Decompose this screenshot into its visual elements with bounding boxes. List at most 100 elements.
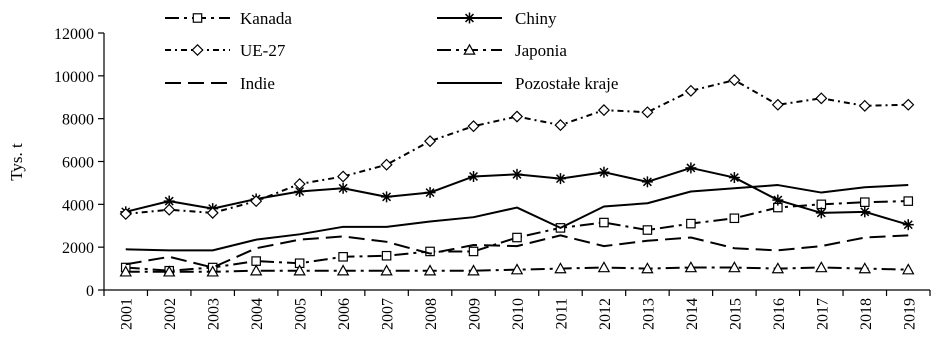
- y-tick-label: 6000: [62, 155, 94, 172]
- data-point: [381, 191, 393, 203]
- data-point: [119, 265, 132, 277]
- legend-item: Indie: [165, 74, 275, 93]
- data-point: [510, 110, 524, 123]
- x-tick-label: 2013: [640, 298, 657, 330]
- data-point: [381, 250, 392, 261]
- data-point: [380, 264, 393, 276]
- data-point: [554, 173, 566, 185]
- data-point: [771, 98, 784, 111]
- data-point: [728, 261, 741, 273]
- legend-label: Indie: [240, 74, 275, 93]
- x-tick-label: 2016: [771, 298, 788, 330]
- data-point: [554, 262, 567, 274]
- data-point: [511, 168, 523, 180]
- data-point: [642, 225, 653, 235]
- data-point: [858, 99, 871, 112]
- data-point: [338, 252, 348, 262]
- y-tick-label: 4000: [62, 197, 94, 214]
- data-point: [771, 262, 785, 274]
- series-line: [125, 79, 909, 215]
- data-point: [858, 262, 872, 274]
- series-ue-27: [119, 74, 915, 221]
- data-point: [293, 264, 306, 276]
- data-point: [685, 162, 697, 174]
- legend-label: Chiny: [515, 9, 557, 28]
- data-point: [336, 264, 350, 276]
- data-point: [293, 177, 306, 191]
- x-tick-label: 2003: [206, 298, 223, 330]
- x-tick-label: 2004: [249, 298, 266, 330]
- data-point: [512, 232, 522, 243]
- data-point: [641, 176, 653, 188]
- legend-item: UE-27: [165, 41, 286, 60]
- legend-item: Japonia: [437, 41, 567, 60]
- data-point: [510, 263, 524, 275]
- data-point: [424, 135, 437, 148]
- data-point: [463, 43, 476, 55]
- y-tick-label: 8000: [62, 112, 94, 129]
- x-tick-label: 2014: [684, 298, 701, 330]
- y-axis-title: Tys. t: [7, 143, 26, 181]
- data-point: [424, 187, 436, 199]
- y-tick-label: 10000: [54, 69, 94, 86]
- legend-label: Japonia: [515, 41, 567, 60]
- y-ticks: 0 2000 4000 6000 8000 10000 12000: [54, 26, 104, 300]
- series-line: [125, 234, 909, 269]
- legend-label: Kanada: [240, 9, 292, 28]
- data-point: [206, 265, 219, 277]
- x-tick-label: 2008: [423, 298, 440, 330]
- data-point: [641, 262, 654, 274]
- series-line: [125, 184, 909, 252]
- data-point: [641, 106, 654, 119]
- data-point: [772, 194, 784, 206]
- series-pozosta-e-kraje: [125, 184, 909, 252]
- data-point: [554, 119, 567, 132]
- data-point: [597, 261, 611, 273]
- data-point: [686, 218, 696, 229]
- data-point: [728, 172, 740, 184]
- legend-item: Kanada: [165, 9, 292, 28]
- data-point: [464, 12, 475, 24]
- x-tick-label: 2006: [336, 298, 353, 330]
- series-group: [119, 74, 915, 277]
- x-tick-label: 2018: [858, 298, 875, 330]
- data-point: [249, 264, 263, 276]
- series-chiny: [120, 162, 914, 231]
- data-point: [815, 92, 828, 105]
- data-point: [467, 120, 480, 133]
- y-tick-label: 2000: [62, 240, 94, 257]
- series-indie: [125, 234, 909, 269]
- data-point: [902, 263, 915, 275]
- data-point: [337, 182, 349, 194]
- data-point: [119, 207, 132, 221]
- legend-label: UE-27: [240, 41, 286, 60]
- data-point: [191, 43, 204, 57]
- data-point: [903, 196, 914, 206]
- legend-item: Pozostałe kraje: [437, 74, 618, 93]
- data-point: [815, 261, 828, 273]
- x-tick-label: 2010: [510, 298, 527, 330]
- x-tick-label: 2002: [162, 298, 179, 330]
- data-point: [162, 265, 176, 277]
- data-point: [902, 219, 914, 231]
- data-point: [902, 98, 915, 111]
- data-point: [337, 170, 350, 183]
- data-point: [729, 213, 740, 224]
- data-point: [597, 104, 610, 117]
- data-point: [684, 84, 697, 97]
- data-point: [684, 261, 698, 273]
- x-tick-label: 2005: [293, 298, 310, 330]
- data-point: [468, 246, 479, 257]
- data-point: [815, 207, 827, 219]
- data-point: [380, 158, 393, 171]
- legend-label: Pozostałe kraje: [515, 74, 618, 93]
- x-ticks: 2001 2002 2003 2004 2005 2006 2007 2008 2009 2010…: [103, 290, 931, 330]
- data-point: [250, 195, 263, 208]
- data-point: [859, 206, 871, 218]
- data-point: [192, 13, 203, 23]
- data-point: [163, 203, 176, 216]
- y-tick-label: 12000: [54, 26, 94, 43]
- y-tick-label: 0: [86, 283, 94, 300]
- data-point: [467, 264, 480, 276]
